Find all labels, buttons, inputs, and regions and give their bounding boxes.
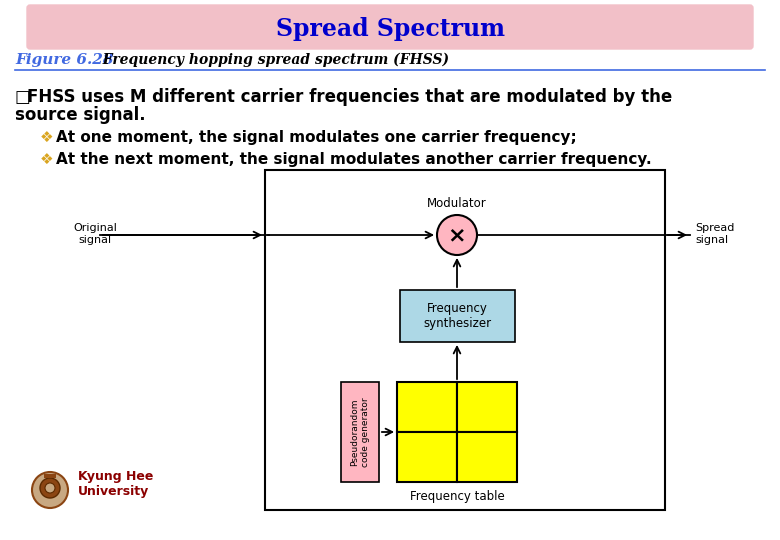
Text: source signal.: source signal. bbox=[15, 106, 146, 124]
Bar bbox=[44, 474, 56, 478]
Text: At the next moment, the signal modulates another carrier frequency.: At the next moment, the signal modulates… bbox=[56, 152, 651, 167]
Text: Spread
signal: Spread signal bbox=[695, 223, 735, 245]
Circle shape bbox=[40, 478, 60, 498]
Text: Spread Spectrum: Spread Spectrum bbox=[275, 17, 505, 41]
Text: Frequency hopping spread spectrum (FHSS): Frequency hopping spread spectrum (FHSS) bbox=[93, 53, 449, 67]
Text: Kyung Hee
University: Kyung Hee University bbox=[78, 470, 154, 498]
Text: FHSS uses M different carrier frequencies that are modulated by the: FHSS uses M different carrier frequencie… bbox=[27, 88, 672, 106]
Text: Pseudorandom
code generator: Pseudorandom code generator bbox=[350, 397, 370, 467]
Text: At one moment, the signal modulates one carrier frequency;: At one moment, the signal modulates one … bbox=[56, 130, 576, 145]
Circle shape bbox=[32, 472, 68, 508]
Bar bbox=[265, 170, 665, 510]
FancyBboxPatch shape bbox=[27, 5, 753, 49]
Bar bbox=[457, 432, 517, 482]
Bar bbox=[457, 382, 517, 432]
Bar bbox=[341, 382, 379, 482]
Bar bbox=[397, 382, 457, 432]
Text: □: □ bbox=[15, 88, 30, 106]
Text: Frequency
synthesizer: Frequency synthesizer bbox=[423, 302, 491, 330]
Circle shape bbox=[45, 483, 55, 493]
Text: ❖: ❖ bbox=[40, 130, 54, 145]
Text: ×: × bbox=[448, 225, 466, 245]
Text: Frequency table: Frequency table bbox=[410, 490, 505, 503]
Text: Original
signal: Original signal bbox=[73, 223, 117, 245]
Text: Modulator: Modulator bbox=[427, 197, 487, 210]
Bar bbox=[399, 290, 515, 342]
Text: ❖: ❖ bbox=[40, 152, 54, 167]
Bar bbox=[397, 432, 457, 482]
Text: Figure 6.28: Figure 6.28 bbox=[15, 53, 114, 67]
Circle shape bbox=[437, 215, 477, 255]
